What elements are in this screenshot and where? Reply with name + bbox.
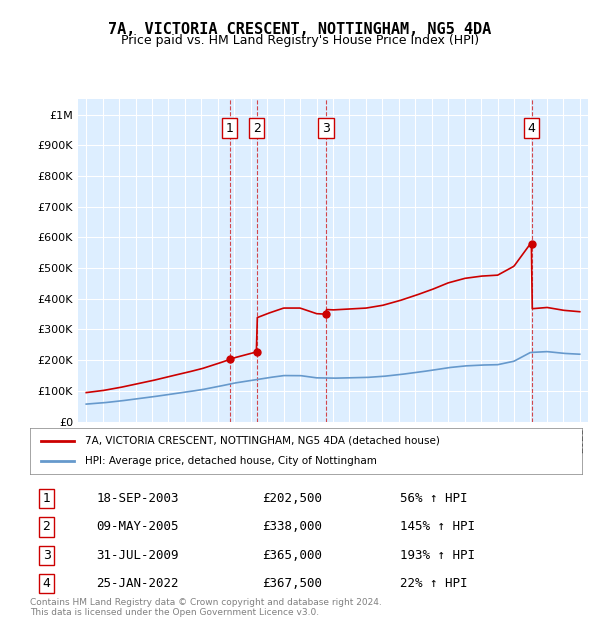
Text: 31-JUL-2009: 31-JUL-2009 [96,549,179,562]
Text: 1: 1 [226,122,233,135]
Text: £367,500: £367,500 [262,577,322,590]
Text: 4: 4 [43,577,50,590]
Text: 2: 2 [43,520,50,533]
Text: 1: 1 [43,492,50,505]
Text: 56% ↑ HPI: 56% ↑ HPI [400,492,467,505]
Text: 145% ↑ HPI: 145% ↑ HPI [400,520,475,533]
Text: 09-MAY-2005: 09-MAY-2005 [96,520,179,533]
Text: £202,500: £202,500 [262,492,322,505]
Text: Price paid vs. HM Land Registry's House Price Index (HPI): Price paid vs. HM Land Registry's House … [121,34,479,47]
Text: 25-JAN-2022: 25-JAN-2022 [96,577,179,590]
Text: £365,000: £365,000 [262,549,322,562]
Text: 22% ↑ HPI: 22% ↑ HPI [400,577,467,590]
Text: £338,000: £338,000 [262,520,322,533]
Text: 3: 3 [43,549,50,562]
Text: 7A, VICTORIA CRESCENT, NOTTINGHAM, NG5 4DA: 7A, VICTORIA CRESCENT, NOTTINGHAM, NG5 4… [109,22,491,37]
Text: 7A, VICTORIA CRESCENT, NOTTINGHAM, NG5 4DA (detached house): 7A, VICTORIA CRESCENT, NOTTINGHAM, NG5 4… [85,436,440,446]
Text: 18-SEP-2003: 18-SEP-2003 [96,492,179,505]
Text: HPI: Average price, detached house, City of Nottingham: HPI: Average price, detached house, City… [85,456,377,466]
Text: Contains HM Land Registry data © Crown copyright and database right 2024.: Contains HM Land Registry data © Crown c… [30,598,382,608]
Text: 3: 3 [322,122,330,135]
Text: This data is licensed under the Open Government Licence v3.0.: This data is licensed under the Open Gov… [30,608,319,617]
Text: 2: 2 [253,122,260,135]
Text: 193% ↑ HPI: 193% ↑ HPI [400,549,475,562]
Text: 4: 4 [527,122,536,135]
